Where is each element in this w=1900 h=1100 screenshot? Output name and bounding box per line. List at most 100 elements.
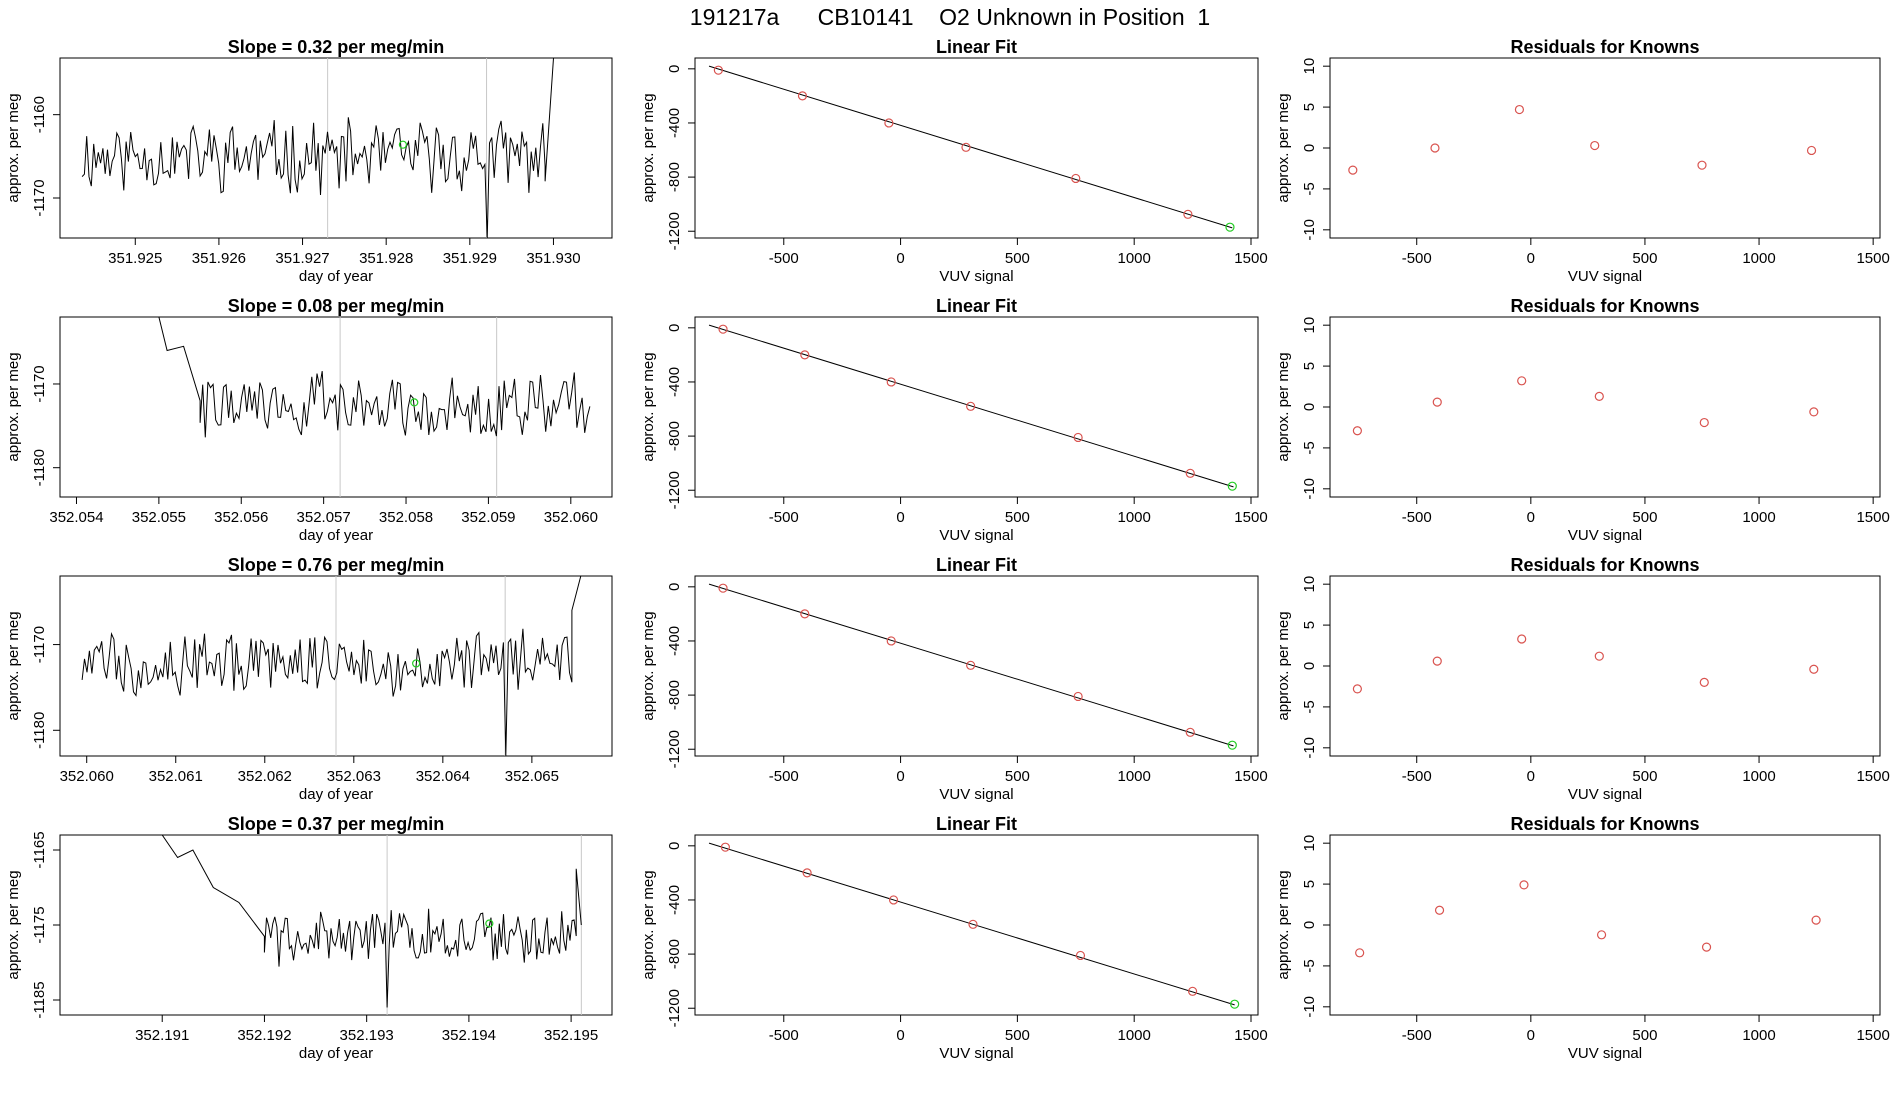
series-line [81, 58, 554, 238]
x-tick-label: 500 [1632, 768, 1657, 785]
unknown-point [1227, 740, 1237, 750]
x-tick-label: 352.061 [149, 768, 203, 785]
x-tick-label: 0 [896, 768, 904, 785]
fit-line [708, 842, 1235, 1006]
panel-title: Residuals for Knowns [1510, 555, 1699, 575]
x-tick-label: -500 [769, 768, 799, 785]
x-tick-label: 500 [1005, 250, 1030, 267]
plot-frame [1329, 316, 1881, 498]
y-tick-label: -5 [1301, 182, 1318, 195]
y-tick-label: -800 [666, 421, 683, 451]
residual-point [1355, 948, 1365, 958]
x-tick-label: 500 [1632, 250, 1657, 267]
y-tick-label: -5 [1301, 959, 1318, 972]
y-tick-label: -400 [666, 626, 683, 656]
timeseries-panel: Slope = 0.76 per meg/min 352.060 352.061 35… [5, 555, 613, 803]
y-tick-label: -1180 [31, 712, 48, 749]
y-axis-label: approx. per meg [5, 93, 22, 202]
known-point [968, 919, 978, 929]
y-tick-label: 5 [1301, 362, 1318, 370]
x-tick-label: 351.928 [359, 250, 413, 267]
timeseries-panel: Slope = 0.32 per meg/min 351.925 351.926 35… [5, 37, 613, 285]
y-tick-label: 0 [1301, 144, 1318, 152]
x-tick-label: -500 [769, 250, 799, 267]
x-tick-label: 1500 [1234, 509, 1267, 526]
x-tick-label: 500 [1005, 768, 1030, 785]
y-tick-label: 0 [1301, 921, 1318, 929]
x-axis-label: VUV signal [1568, 527, 1642, 544]
x-tick-label: 1000 [1117, 509, 1150, 526]
x-tick-label: 351.926 [192, 250, 246, 267]
x-tick-label: 1500 [1234, 768, 1267, 785]
fit-line [708, 583, 1234, 747]
residual-point [1811, 915, 1821, 925]
x-tick-label: 0 [1527, 1027, 1535, 1044]
x-tick-label: -500 [1402, 1027, 1432, 1044]
timeseries-panel: Slope = 0.37 per meg/min 352.191 352.192 35… [5, 814, 613, 1062]
plot-area [158, 317, 591, 497]
residual-point [1432, 397, 1442, 407]
residuals-panel: Residuals for Knowns -500 0 500 1000 1500 VUV … [1275, 37, 1890, 285]
x-tick-label: 0 [1527, 768, 1535, 785]
residual-point [1596, 930, 1607, 940]
known-point [888, 895, 899, 905]
x-tick-label: 1000 [1117, 768, 1150, 785]
residual-point [1514, 104, 1525, 115]
fit-line [708, 324, 1234, 488]
y-tick-label: -1175 [31, 906, 48, 943]
plot-frame [59, 834, 613, 1016]
known-point [800, 609, 810, 619]
x-tick-label: 352.059 [461, 509, 515, 526]
y-tick-label: -800 [666, 939, 683, 969]
x-tick-label: 1500 [1856, 509, 1889, 526]
y-axis-label: approx. per meg [5, 870, 22, 979]
y-tick-label: -1200 [666, 730, 683, 768]
y-tick-label: -400 [666, 108, 683, 138]
timeseries-panel: Slope = 0.08 per meg/min 352.054 352.055 35… [5, 296, 613, 544]
panel-row-1: Slope = 0.32 per meg/min 351.925 351.926 35… [5, 37, 1890, 285]
x-tick-label: -500 [769, 1027, 799, 1044]
y-tick-label: -1180 [31, 449, 48, 486]
x-tick-label: 352.055 [132, 509, 186, 526]
x-tick-label: 352.060 [544, 509, 598, 526]
panel-title: Slope = 0.37 per meg/min [228, 814, 445, 834]
residual-point [1590, 140, 1600, 151]
series-line [158, 317, 591, 438]
y-tick-label: -400 [666, 367, 683, 397]
unknown-point [1225, 222, 1235, 232]
figure-title: 191217a CB10141 O2 Unknown in Position 1 [690, 4, 1210, 30]
residual-point [1348, 165, 1358, 175]
y-tick-label: -5 [1301, 441, 1318, 454]
panel-grid: Slope = 0.32 per meg/min 351.925 351.926 35… [5, 37, 1890, 1062]
x-axis-label: day of year [299, 527, 373, 544]
fit-panel: Linear Fit -500 0 500 1000 1500 VUV signal 0 -40… [640, 37, 1268, 285]
series-line [161, 835, 582, 1008]
known-point [797, 91, 808, 101]
plot-frame [1329, 834, 1881, 1016]
residual-point [1809, 664, 1819, 674]
y-tick-label: -10 [1301, 219, 1318, 241]
y-tick-label: -1200 [666, 471, 683, 509]
residual-point [1809, 407, 1819, 417]
x-tick-label: 352.056 [214, 509, 268, 526]
panel-title: Slope = 0.76 per meg/min [228, 555, 445, 575]
y-tick-label: -1170 [31, 365, 48, 402]
y-axis-label: approx. per meg [640, 352, 657, 461]
panel-title: Residuals for Knowns [1510, 37, 1699, 57]
y-axis-label: approx. per meg [640, 611, 657, 720]
residual-point [1701, 942, 1712, 952]
y-tick-label: -1170 [31, 179, 48, 216]
fit-panel: Linear Fit -500 0 500 1000 1500 VUV signal 0 -40… [640, 814, 1268, 1062]
y-tick-label: -800 [666, 162, 683, 192]
residual-point [1430, 143, 1440, 153]
known-point [720, 842, 730, 852]
known-point [713, 65, 723, 75]
x-tick-label: 1000 [1742, 1027, 1775, 1044]
known-point [1071, 173, 1081, 184]
known-point [886, 636, 896, 646]
panel-title: Linear Fit [936, 814, 1017, 834]
residual-point [1594, 391, 1604, 401]
residual-point [1432, 656, 1442, 666]
y-tick-label: 10 [1301, 835, 1318, 852]
x-axis-label: VUV signal [939, 268, 1013, 285]
